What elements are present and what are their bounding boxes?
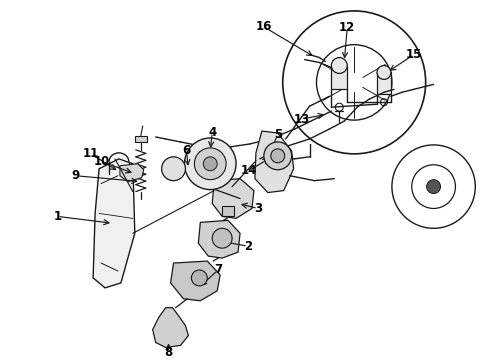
Polygon shape — [377, 72, 391, 94]
Text: 10: 10 — [94, 155, 110, 168]
Circle shape — [212, 228, 232, 248]
Text: 12: 12 — [339, 21, 355, 34]
Polygon shape — [153, 308, 189, 347]
Polygon shape — [120, 164, 144, 182]
Text: 16: 16 — [256, 20, 272, 33]
Text: 8: 8 — [165, 346, 172, 359]
Polygon shape — [212, 179, 254, 219]
Circle shape — [377, 66, 391, 80]
Text: 2: 2 — [244, 240, 252, 253]
Text: 15: 15 — [406, 48, 422, 61]
Text: 1: 1 — [53, 210, 61, 223]
Circle shape — [271, 149, 285, 163]
Circle shape — [427, 180, 441, 194]
Circle shape — [195, 148, 226, 180]
Text: 14: 14 — [241, 164, 257, 177]
Text: 3: 3 — [254, 202, 262, 215]
Text: 5: 5 — [273, 127, 282, 140]
Polygon shape — [171, 261, 220, 301]
Polygon shape — [222, 207, 234, 216]
Text: 7: 7 — [214, 264, 222, 276]
Polygon shape — [166, 164, 181, 174]
Polygon shape — [135, 136, 147, 142]
Circle shape — [192, 270, 207, 286]
Circle shape — [264, 142, 292, 170]
Polygon shape — [331, 66, 347, 89]
Text: 13: 13 — [294, 113, 310, 126]
Circle shape — [162, 157, 185, 181]
Polygon shape — [255, 131, 294, 193]
Text: 9: 9 — [71, 169, 79, 182]
Text: 11: 11 — [83, 147, 99, 160]
Circle shape — [203, 157, 217, 171]
Text: 4: 4 — [208, 126, 217, 139]
Polygon shape — [93, 159, 135, 288]
Circle shape — [331, 58, 347, 73]
Polygon shape — [198, 220, 240, 258]
Text: 6: 6 — [182, 144, 191, 157]
Circle shape — [184, 138, 236, 190]
